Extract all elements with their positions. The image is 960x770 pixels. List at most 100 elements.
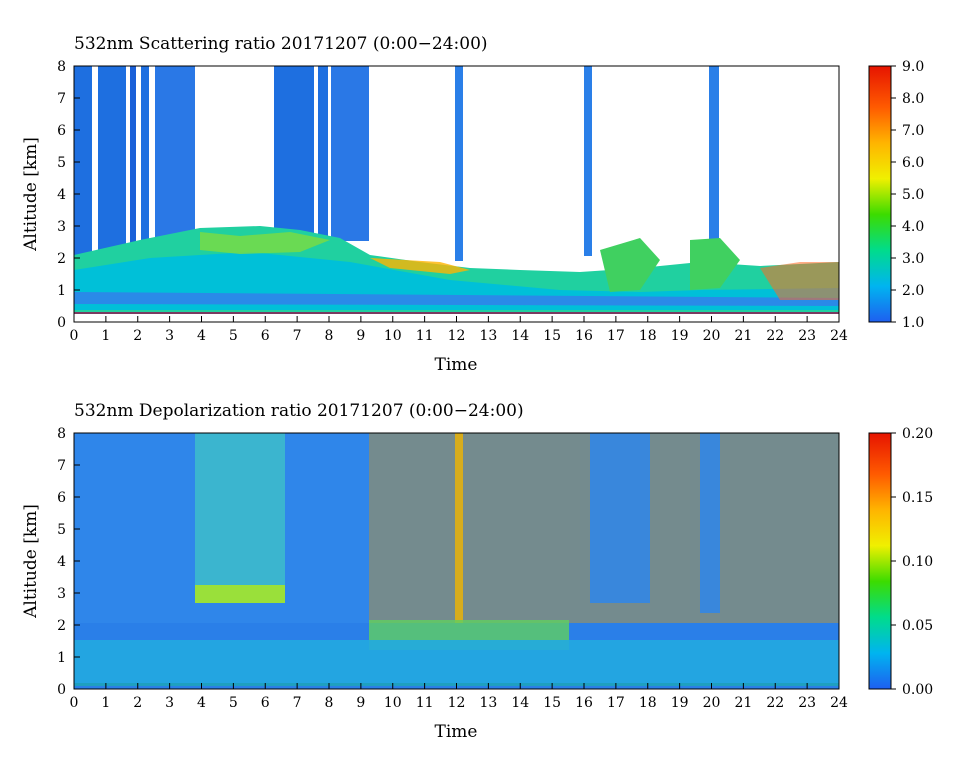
x-axis-label: Time xyxy=(435,722,478,742)
x-tick-label: 7 xyxy=(293,328,302,344)
x-tick-label: 23 xyxy=(798,695,816,711)
x-tick-label: 18 xyxy=(639,695,657,711)
x-tick-label: 20 xyxy=(703,695,721,711)
x-tick-label: 16 xyxy=(575,695,593,711)
panel-depolarization-ratio: 532nm Depolarization ratio 20171207 (0:0… xyxy=(21,401,933,742)
x-tick-label: 24 xyxy=(830,695,848,711)
x-tick-label: 5 xyxy=(229,695,238,711)
x-tick-label: 24 xyxy=(830,328,848,344)
x-tick-label: 2 xyxy=(133,695,142,711)
colorbar xyxy=(868,65,892,323)
x-tick-label: 22 xyxy=(766,328,784,344)
chart-title: 532nm Depolarization ratio 20171207 (0:0… xyxy=(74,401,524,421)
y-tick-label: 0 xyxy=(57,682,66,698)
x-tick-label: 4 xyxy=(197,695,206,711)
x-tick-label: 0 xyxy=(70,695,79,711)
colorbar-tick-label: 9.0 xyxy=(902,59,924,75)
y-tick-label: 7 xyxy=(57,458,66,474)
y-tick-label: 1 xyxy=(57,283,66,299)
heatmap-depolarization xyxy=(74,433,839,689)
x-tick-label: 13 xyxy=(479,328,497,344)
y-tick-label: 2 xyxy=(57,618,66,634)
x-tick-label: 8 xyxy=(325,328,334,344)
colorbar-tick-label: 0.15 xyxy=(902,490,933,506)
x-tick-label: 23 xyxy=(798,328,816,344)
x-tick-label: 15 xyxy=(543,328,561,344)
y-tick-label: 1 xyxy=(57,650,66,666)
x-tick-label: 6 xyxy=(261,695,270,711)
y-tick-label: 4 xyxy=(57,187,66,203)
x-tick-label: 15 xyxy=(543,695,561,711)
x-tick-label: 18 xyxy=(639,328,657,344)
heatmap-scattering xyxy=(74,66,839,322)
x-tick-label: 6 xyxy=(261,328,270,344)
colorbar-tick-label: 8.0 xyxy=(902,91,924,107)
x-tick-label: 5 xyxy=(229,328,238,344)
colorbar-tick-label: 3.0 xyxy=(902,251,924,267)
panel-scattering-ratio: 532nm Scattering ratio 20171207 (0:00−24… xyxy=(21,34,924,375)
y-tick-label: 8 xyxy=(57,59,66,75)
x-tick-label: 9 xyxy=(356,695,365,711)
y-tick-label: 0 xyxy=(57,315,66,331)
x-tick-label: 2 xyxy=(133,328,142,344)
colorbar-tick-label: 0.20 xyxy=(902,426,933,442)
colorbar-ticks: 0.00 0.05 0.10 0.15 0.20 xyxy=(891,426,933,698)
colorbar-tick-label: 0.00 xyxy=(902,682,933,698)
y-tick-label: 7 xyxy=(57,91,66,107)
x-tick-label: 14 xyxy=(511,695,529,711)
x-tick-label: 1 xyxy=(101,695,110,711)
x-tick-label: 3 xyxy=(165,328,174,344)
x-tick-label: 19 xyxy=(671,328,689,344)
x-tick-label: 21 xyxy=(734,695,752,711)
colorbar xyxy=(868,432,892,690)
x-tick-label: 11 xyxy=(416,695,434,711)
x-tick-label: 20 xyxy=(703,328,721,344)
y-axis-ticks: 0 1 2 3 4 5 6 7 8 xyxy=(57,426,80,698)
x-tick-label: 22 xyxy=(766,695,784,711)
y-tick-label: 2 xyxy=(57,251,66,267)
y-tick-label: 5 xyxy=(57,522,66,538)
x-axis-ticks: 0 1 2 3 4 5 6 7 8 9 10 11 12 13 14 15 16 17 18 19 20 21 22 23 24 xyxy=(70,683,848,711)
x-tick-label: 4 xyxy=(197,328,206,344)
colorbar-tick-label: 5.0 xyxy=(902,187,924,203)
x-tick-label: 0 xyxy=(70,328,79,344)
colorbar-tick-label: 0.05 xyxy=(902,618,933,634)
y-axis-label: Altitude [km] xyxy=(21,137,41,252)
x-tick-label: 21 xyxy=(734,328,752,344)
x-tick-label: 13 xyxy=(479,695,497,711)
colorbar-tick-label: 1.0 xyxy=(902,315,924,331)
x-tick-label: 17 xyxy=(607,695,625,711)
x-tick-label: 10 xyxy=(384,328,402,344)
x-tick-label: 12 xyxy=(448,328,466,344)
x-tick-label: 10 xyxy=(384,695,402,711)
colorbar-tick-label: 7.0 xyxy=(902,123,924,139)
x-tick-label: 16 xyxy=(575,328,593,344)
y-tick-label: 5 xyxy=(57,155,66,171)
colorbar-tick-label: 6.0 xyxy=(902,155,924,171)
y-axis-ticks: 0 1 2 3 4 5 6 7 8 xyxy=(57,59,80,331)
x-tick-label: 17 xyxy=(607,328,625,344)
chart-title: 532nm Scattering ratio 20171207 (0:00−24… xyxy=(74,34,488,54)
x-tick-label: 7 xyxy=(293,695,302,711)
y-axis-label: Altitude [km] xyxy=(21,504,41,619)
x-tick-label: 14 xyxy=(511,328,529,344)
y-tick-label: 8 xyxy=(57,426,66,442)
y-tick-label: 3 xyxy=(57,219,66,235)
colorbar-ticks: 1.0 2.0 3.0 4.0 5.0 6.0 7.0 8.0 9.0 xyxy=(891,59,924,331)
y-tick-label: 6 xyxy=(57,123,66,139)
colorbar-tick-label: 2.0 xyxy=(902,283,924,299)
x-tick-label: 8 xyxy=(325,695,334,711)
colorbar-tick-label: 4.0 xyxy=(902,219,924,235)
x-tick-label: 3 xyxy=(165,695,174,711)
y-tick-label: 4 xyxy=(57,554,66,570)
x-tick-label: 11 xyxy=(416,328,434,344)
x-tick-label: 12 xyxy=(448,695,466,711)
y-tick-label: 3 xyxy=(57,586,66,602)
x-tick-label: 1 xyxy=(101,328,110,344)
x-tick-label: 19 xyxy=(671,695,689,711)
y-tick-label: 6 xyxy=(57,490,66,506)
x-tick-label: 9 xyxy=(356,328,365,344)
x-axis-label: Time xyxy=(435,355,478,375)
colorbar-tick-label: 0.10 xyxy=(902,554,933,570)
